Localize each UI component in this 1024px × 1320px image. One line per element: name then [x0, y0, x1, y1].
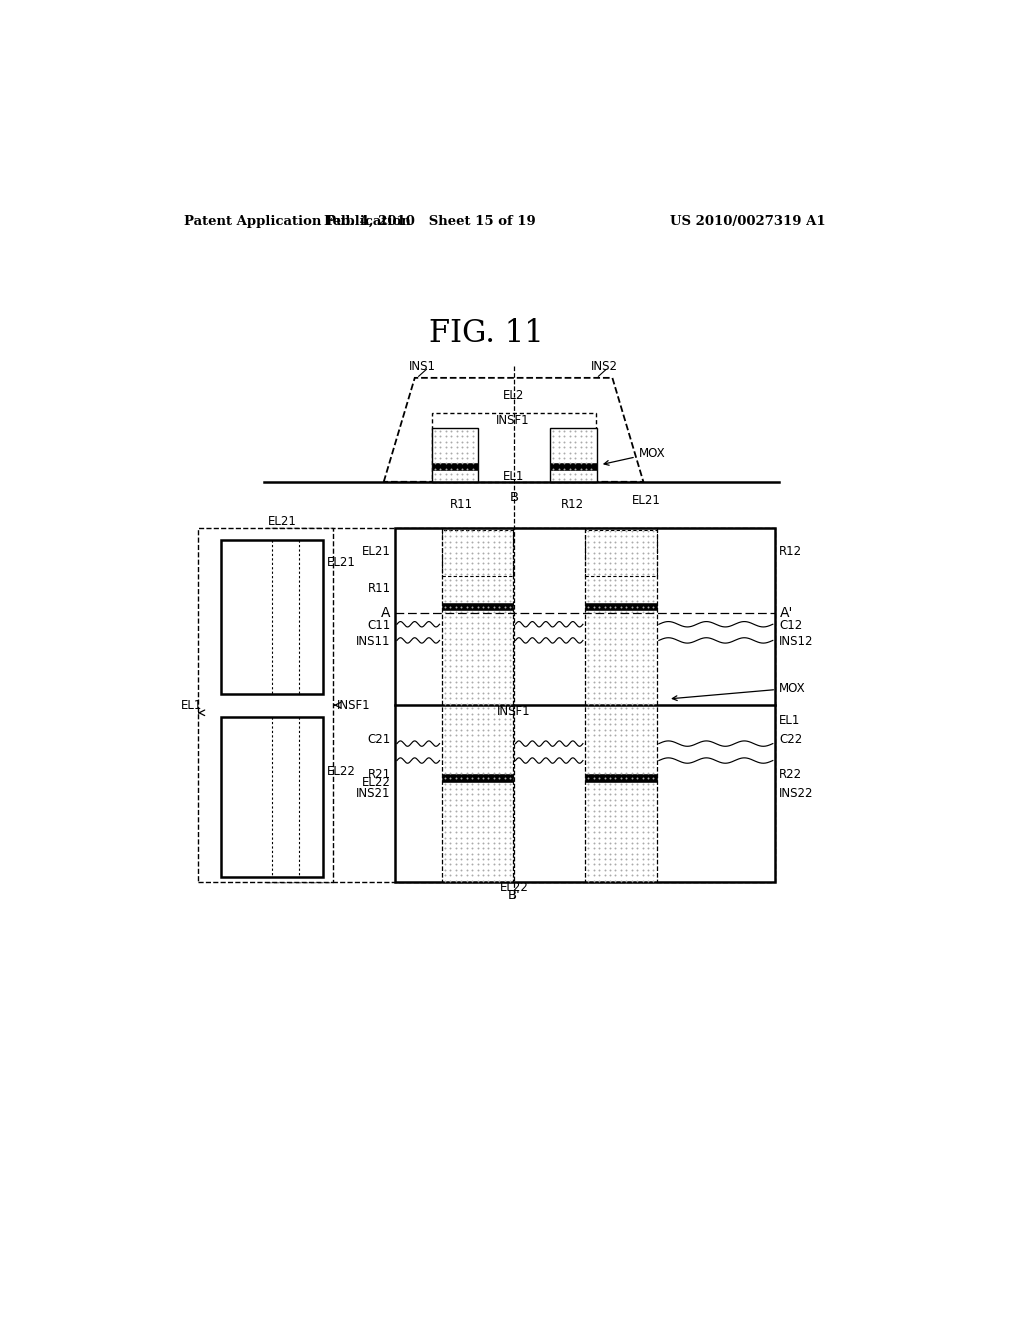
Text: A': A'	[779, 606, 794, 619]
Text: R11: R11	[368, 582, 391, 594]
Text: MOX: MOX	[604, 446, 666, 465]
Text: C12: C12	[779, 619, 802, 631]
Text: C21: C21	[368, 733, 391, 746]
Bar	[586, 531, 656, 576]
Text: B': B'	[508, 888, 520, 902]
Text: EL21: EL21	[632, 494, 660, 507]
Text: EL1: EL1	[779, 714, 801, 727]
Text: INS2: INS2	[591, 360, 618, 372]
Text: INSF1: INSF1	[497, 705, 530, 718]
Text: INS1: INS1	[409, 360, 436, 372]
Bar	[550, 428, 597, 482]
Text: B: B	[509, 491, 518, 504]
Text: R11: R11	[450, 499, 473, 511]
Text: INSF1: INSF1	[497, 413, 530, 426]
Text: EL22: EL22	[361, 776, 391, 788]
Bar	[221, 718, 324, 876]
Text: Patent Application Publication: Patent Application Publication	[183, 215, 411, 228]
Bar	[432, 428, 478, 482]
Text: R21: R21	[368, 768, 391, 781]
Text: R12: R12	[779, 545, 802, 557]
Bar	[432, 413, 596, 482]
Text: INS12: INS12	[779, 635, 813, 648]
Bar	[221, 540, 324, 694]
Text: EL21: EL21	[327, 556, 355, 569]
Bar	[586, 775, 656, 781]
Text: EL22: EL22	[500, 880, 528, 894]
Text: A: A	[381, 606, 390, 619]
Bar	[266, 528, 775, 882]
Text: EL22: EL22	[327, 764, 355, 777]
Bar	[432, 462, 478, 470]
Text: EL21: EL21	[267, 515, 296, 528]
Bar	[442, 531, 513, 576]
Text: INS21: INS21	[356, 787, 391, 800]
Text: EL21: EL21	[361, 545, 391, 557]
Bar	[586, 603, 656, 610]
Bar	[394, 528, 775, 882]
Text: INS11: INS11	[356, 635, 391, 648]
Text: R22: R22	[779, 768, 802, 781]
Text: MOX: MOX	[673, 681, 806, 701]
Bar	[550, 462, 597, 470]
Text: US 2010/0027319 A1: US 2010/0027319 A1	[671, 215, 826, 228]
Bar	[442, 775, 513, 781]
Text: EL1: EL1	[180, 698, 202, 711]
Text: INS22: INS22	[779, 787, 813, 800]
Text: EL2: EL2	[503, 389, 524, 403]
Text: EL1: EL1	[503, 470, 524, 483]
Text: FIG. 11: FIG. 11	[429, 318, 544, 350]
Text: Feb. 4, 2010   Sheet 15 of 19: Feb. 4, 2010 Sheet 15 of 19	[325, 215, 537, 228]
Text: C22: C22	[779, 733, 802, 746]
Bar	[442, 603, 513, 610]
Text: R12: R12	[560, 499, 584, 511]
Bar	[198, 528, 334, 882]
Text: INSF1: INSF1	[337, 698, 371, 711]
Text: C11: C11	[368, 619, 391, 631]
